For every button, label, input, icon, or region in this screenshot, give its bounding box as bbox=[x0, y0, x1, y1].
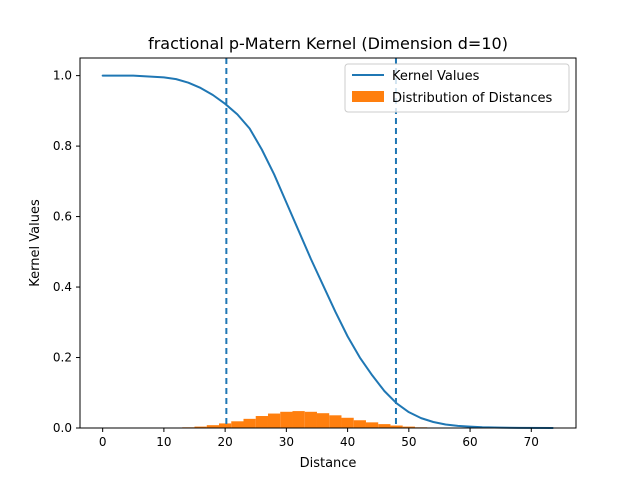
histogram-bar bbox=[255, 416, 268, 428]
histogram-series bbox=[170, 411, 452, 428]
y-tick-label: 0.2 bbox=[53, 351, 72, 365]
histogram-bar bbox=[378, 424, 391, 428]
histogram-bar bbox=[267, 413, 281, 428]
histogram-bar bbox=[341, 417, 354, 428]
histogram-bar bbox=[292, 411, 305, 428]
histogram-bar bbox=[304, 411, 317, 428]
x-tick-label: 50 bbox=[401, 435, 416, 449]
reference-lines bbox=[225, 58, 397, 428]
y-axis-label: Kernel Values bbox=[28, 199, 43, 287]
chart-title: fractional p-Matern Kernel (Dimension d=… bbox=[148, 34, 508, 53]
histogram-bar bbox=[243, 418, 256, 428]
y-axis: 0.0 0.2 0.4 0.6 0.8 1.0 bbox=[53, 69, 80, 435]
x-tick-label: 10 bbox=[156, 435, 171, 449]
legend-frame bbox=[344, 63, 570, 113]
plot-background bbox=[80, 58, 576, 428]
histogram-bar bbox=[316, 413, 330, 428]
histogram-bar bbox=[280, 411, 293, 428]
histogram-bar bbox=[231, 421, 244, 428]
kernel-values-line bbox=[101, 74, 554, 429]
legend-label-distribution: Distribution of Distances bbox=[392, 91, 552, 106]
y-tick-label: 1.0 bbox=[53, 69, 72, 83]
histogram-bar bbox=[353, 420, 366, 428]
x-tick-label: 60 bbox=[462, 435, 477, 449]
kernel-line-series bbox=[101, 74, 554, 429]
y-tick-label: 0.8 bbox=[53, 139, 72, 153]
histogram-bar bbox=[206, 425, 220, 428]
plot-area bbox=[79, 57, 577, 429]
x-tick-label: 20 bbox=[217, 435, 232, 449]
plot-frame bbox=[79, 57, 577, 429]
histogram-bar bbox=[219, 423, 232, 428]
histogram-bar bbox=[194, 426, 207, 428]
x-axis: 0 10 20 30 40 50 60 70 bbox=[99, 428, 539, 449]
histogram-bar bbox=[329, 415, 342, 428]
x-tick-label: 0 bbox=[99, 435, 107, 449]
x-tick-label: 40 bbox=[340, 435, 355, 449]
legend-bar-swatch bbox=[352, 91, 384, 102]
x-tick-label: 70 bbox=[524, 435, 539, 449]
x-axis-label: Distance bbox=[300, 456, 357, 471]
histogram-bar bbox=[402, 426, 415, 428]
histogram-bar bbox=[390, 425, 403, 428]
x-tick-label: 30 bbox=[279, 435, 294, 449]
legend-label-kernel-values: Kernel Values bbox=[392, 69, 480, 84]
histogram-bar bbox=[365, 422, 379, 428]
y-tick-label: 0.6 bbox=[53, 210, 72, 224]
y-tick-label: 0.0 bbox=[53, 421, 72, 435]
y-tick-label: 0.4 bbox=[53, 280, 72, 294]
legend: Kernel Values Distribution of Distances bbox=[344, 63, 570, 113]
